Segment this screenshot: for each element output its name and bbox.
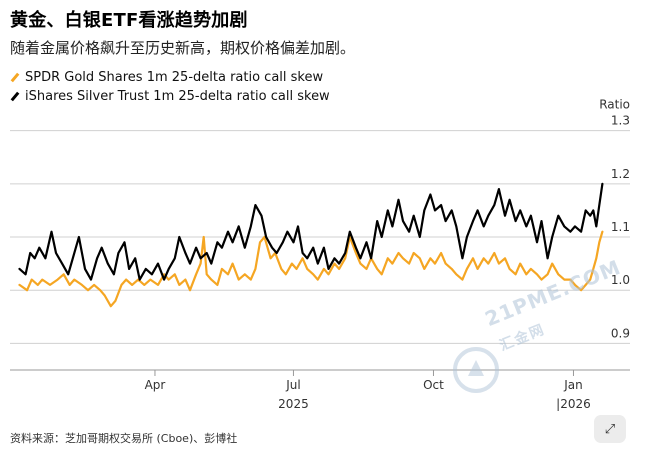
x-year-label: 2025	[278, 397, 309, 411]
x-tick-label: Oct	[423, 378, 444, 392]
series-line-gold	[18, 230, 604, 308]
legend-item-gold: SPDR Gold Shares 1m 25-delta ratio call …	[10, 68, 330, 87]
x-tick-label: Apr	[145, 378, 166, 392]
y-axis-title: Ratio	[599, 98, 630, 112]
expand-arrows-icon: ⤢	[604, 421, 616, 437]
chart-title: 黄金、白银ETF看涨趋势加剧	[10, 10, 248, 31]
watermark-logo-icon	[453, 347, 499, 393]
y-tick-label: 1.2	[611, 167, 630, 181]
y-tick-label: 1.1	[611, 220, 630, 234]
legend-item-silver: iShares Silver Trust 1m 25-delta ratio c…	[10, 87, 330, 106]
x-tick-label: Jan	[563, 378, 583, 392]
x-year-label: |2026	[556, 397, 591, 411]
source-note: 资料来源：芝加哥期权交易所 (Cboe)、彭博社	[10, 432, 238, 445]
legend-label-gold: SPDR Gold Shares 1m 25-delta ratio call …	[25, 70, 324, 85]
y-tick-label: 1.0	[611, 273, 630, 287]
legend: SPDR Gold Shares 1m 25-delta ratio call …	[10, 68, 330, 106]
series-line-silver	[18, 182, 604, 281]
x-tick-label: Jul	[285, 378, 300, 392]
legend-label-silver: iShares Silver Trust 1m 25-delta ratio c…	[25, 89, 330, 104]
expand-button[interactable]: ⤢	[594, 415, 626, 443]
y-tick-label: 1.3	[611, 114, 630, 128]
y-tick-label: 0.9	[611, 326, 630, 340]
chart-subtitle: 随着金属价格飙升至历史新高，期权价格偏差加剧。	[10, 39, 356, 57]
